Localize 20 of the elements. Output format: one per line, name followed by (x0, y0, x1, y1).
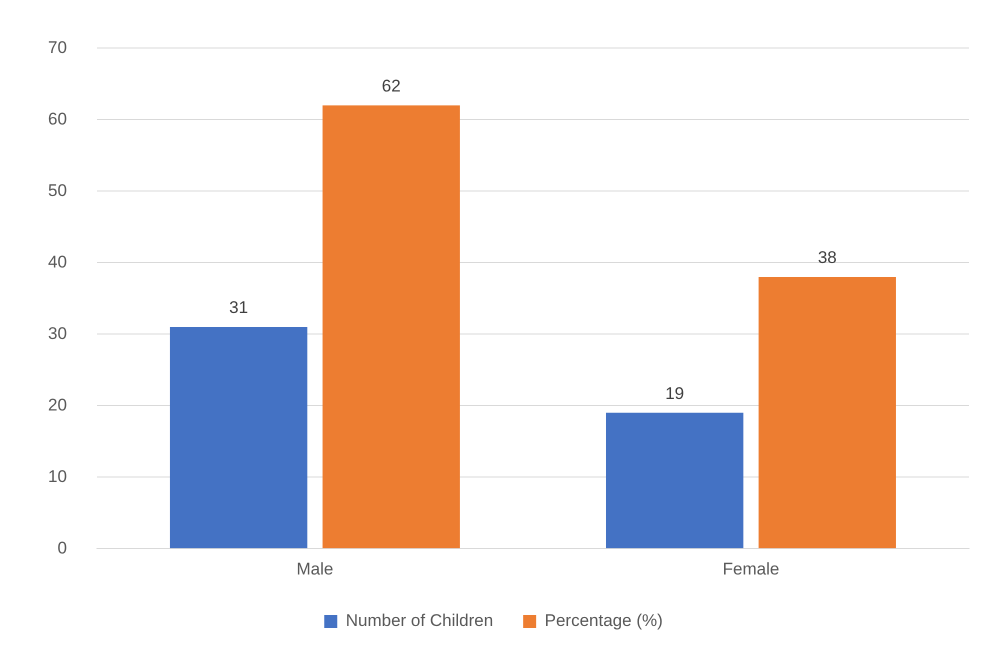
data-label: 31 (229, 298, 248, 318)
bar (758, 276, 896, 548)
y-tick-label: 0 (57, 538, 67, 558)
y-tick-label: 10 (48, 466, 67, 486)
bar (322, 105, 460, 548)
legend-label: Number of Children (346, 611, 494, 630)
y-tick-label: 30 (48, 324, 67, 343)
data-label: 19 (665, 384, 684, 403)
legend-label: Percentage (%) (544, 611, 663, 630)
bar (606, 412, 744, 548)
y-tick-label: 20 (48, 395, 67, 414)
y-tick-label: 50 (48, 180, 67, 200)
bar (170, 326, 308, 548)
y-tick-label: 60 (48, 109, 67, 128)
x-tick-label: Male (296, 559, 334, 578)
y-tick-label: 70 (48, 38, 67, 57)
x-tick-label: Female (722, 559, 780, 578)
data-label: 62 (382, 76, 401, 96)
data-label: 38 (818, 248, 837, 268)
y-tick-label: 40 (48, 252, 67, 272)
